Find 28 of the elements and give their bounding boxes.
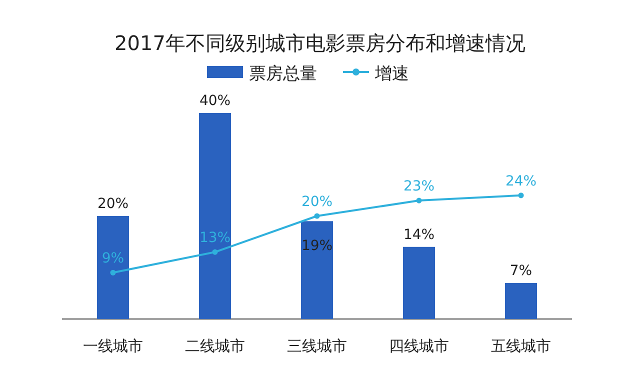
point: [212, 249, 218, 255]
data-label: 20%: [301, 194, 333, 210]
data-label: 40%: [199, 93, 231, 109]
data-label: 14%: [403, 226, 435, 243]
bar: [301, 221, 333, 319]
chart-title: 2017年不同级别城市电影票房分布和增速情况: [114, 31, 526, 55]
point: [416, 198, 422, 204]
bar: [97, 216, 129, 319]
x-tick-label: 一线城市: [83, 337, 143, 355]
data-label: 23%: [403, 178, 435, 195]
data-label: 19%: [301, 238, 333, 254]
bar: [199, 113, 231, 319]
x-tick-label: 三线城市: [287, 337, 347, 355]
bar: [403, 246, 435, 319]
point: [314, 213, 320, 219]
legend-label: 增速: [374, 64, 409, 84]
data-label: 24%: [505, 173, 537, 190]
data-label: 9%: [102, 250, 124, 267]
data-label: 13%: [199, 230, 231, 246]
point: [518, 192, 524, 198]
x-tick-label: 五线城市: [491, 337, 551, 355]
point: [110, 270, 116, 276]
legend-label: 票房总量: [249, 64, 317, 84]
data-label: 20%: [97, 196, 129, 212]
x-tick-label: 四线城市: [389, 337, 449, 355]
bar: [505, 282, 537, 319]
data-label: 7%: [510, 262, 532, 279]
x-tick-label: 二线城市: [185, 337, 245, 355]
